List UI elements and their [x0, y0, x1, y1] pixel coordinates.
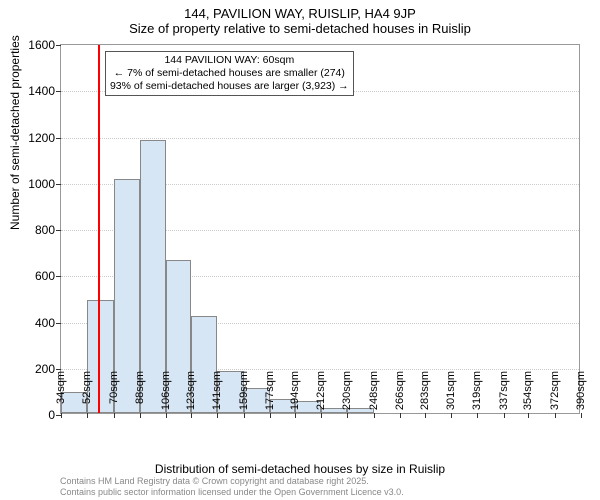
annotation-box: 144 PAVILION WAY: 60sqm← 7% of semi-deta…: [105, 51, 354, 96]
chart-title: 144, PAVILION WAY, RUISLIP, HA4 9JP: [0, 0, 600, 21]
y-tick-mark: [56, 323, 61, 324]
x-tick-label: 354sqm: [522, 371, 534, 417]
x-tick-label: 212sqm: [315, 371, 327, 417]
x-tick-label: 159sqm: [238, 371, 250, 417]
x-tick-label: 337sqm: [498, 371, 510, 417]
annotation-title: 144 PAVILION WAY: 60sqm: [110, 54, 349, 67]
chart-box: 0200400600800100012001400160034sqm52sqm7…: [60, 44, 580, 414]
annotation-smaller: ← 7% of semi-detached houses are smaller…: [110, 67, 349, 80]
plot-area: 0200400600800100012001400160034sqm52sqm7…: [60, 44, 580, 414]
y-tick-mark: [56, 45, 61, 46]
x-tick-label: 390sqm: [575, 371, 587, 417]
y-tick-mark: [56, 230, 61, 231]
x-tick-label: 319sqm: [471, 371, 483, 417]
y-tick-mark: [56, 138, 61, 139]
x-tick-label: 106sqm: [160, 371, 172, 417]
x-tick-label: 248sqm: [368, 371, 380, 417]
x-tick-label: 266sqm: [394, 371, 406, 417]
x-tick-label: 52sqm: [81, 371, 93, 417]
y-tick-mark: [56, 91, 61, 92]
y-axis-label: Number of semi-detached properties: [8, 35, 22, 230]
y-tick-mark: [56, 184, 61, 185]
footer-line1: Contains HM Land Registry data © Crown c…: [60, 476, 404, 487]
x-tick-label: 123sqm: [185, 371, 197, 417]
annotation-larger: 93% of semi-detached houses are larger (…: [110, 80, 349, 93]
y-tick-mark: [56, 369, 61, 370]
x-tick-label: 372sqm: [549, 371, 561, 417]
x-tick-label: 230sqm: [341, 371, 353, 417]
x-tick-label: 70sqm: [108, 371, 120, 417]
x-tick-label: 194sqm: [289, 371, 301, 417]
footer-line2: Contains public sector information licen…: [60, 487, 404, 498]
x-tick-label: 301sqm: [445, 371, 457, 417]
x-tick-label: 88sqm: [134, 371, 146, 417]
footer-text: Contains HM Land Registry data © Crown c…: [60, 476, 404, 498]
property-marker-line: [98, 45, 100, 413]
x-tick-label: 177sqm: [264, 371, 276, 417]
gridline: [61, 138, 579, 139]
y-tick-mark: [56, 276, 61, 277]
chart-container: 144, PAVILION WAY, RUISLIP, HA4 9JP Size…: [0, 0, 600, 500]
x-axis-label: Distribution of semi-detached houses by …: [0, 462, 600, 476]
x-tick-label: 34sqm: [55, 371, 67, 417]
chart-subtitle: Size of property relative to semi-detach…: [0, 21, 600, 40]
x-tick-label: 141sqm: [211, 371, 223, 417]
x-tick-label: 283sqm: [419, 371, 431, 417]
